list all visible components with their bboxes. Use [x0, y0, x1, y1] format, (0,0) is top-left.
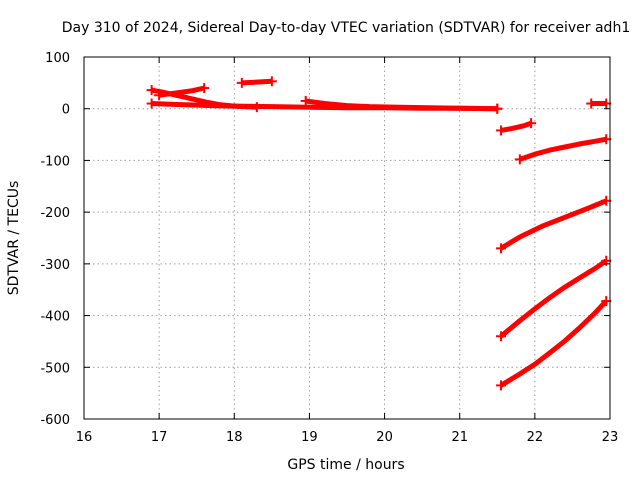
series-arc-8: [518, 136, 607, 162]
x-tick-label: 22: [527, 430, 544, 445]
series-arc-11: [499, 299, 609, 388]
series-arc-6: [500, 120, 532, 133]
x-tick-label: 17: [151, 430, 168, 445]
x-tick-label: 20: [376, 430, 393, 445]
y-tick-label: -300: [40, 258, 70, 273]
x-tick-label: 18: [226, 430, 243, 445]
x-axis-label: GPS time / hours: [287, 457, 404, 473]
data-series: [146, 76, 612, 391]
y-tick-label: 100: [45, 51, 70, 66]
x-tick-label: 23: [602, 430, 619, 445]
chart-title: Day 310 of 2024, Sidereal Day-to-day VTE…: [62, 20, 630, 36]
y-tick-label: -100: [40, 154, 70, 169]
y-axis-label: SDTVAR / TECUs: [6, 181, 22, 296]
y-tick-label: -400: [40, 310, 70, 325]
y-tick-label: -500: [40, 361, 70, 376]
y-tick-label: -600: [40, 413, 70, 428]
y-tick-label: -200: [40, 206, 70, 221]
x-tick-label: 21: [451, 430, 468, 445]
series-arc-10: [499, 258, 608, 339]
y-tick-label: 0: [62, 103, 70, 118]
series-arc-5: [305, 98, 498, 112]
grid: [84, 57, 610, 419]
plot-frame: [83, 56, 611, 420]
x-tick-label: 19: [301, 430, 318, 445]
series-arc-9: [499, 198, 608, 251]
x-tick-label: 16: [76, 430, 93, 445]
axis-ticks: 16 17 18 19 20 21 22 23 100 0 -100 -200 -300 -400 -500…: [40, 51, 618, 445]
series-arc-3: [158, 85, 205, 98]
